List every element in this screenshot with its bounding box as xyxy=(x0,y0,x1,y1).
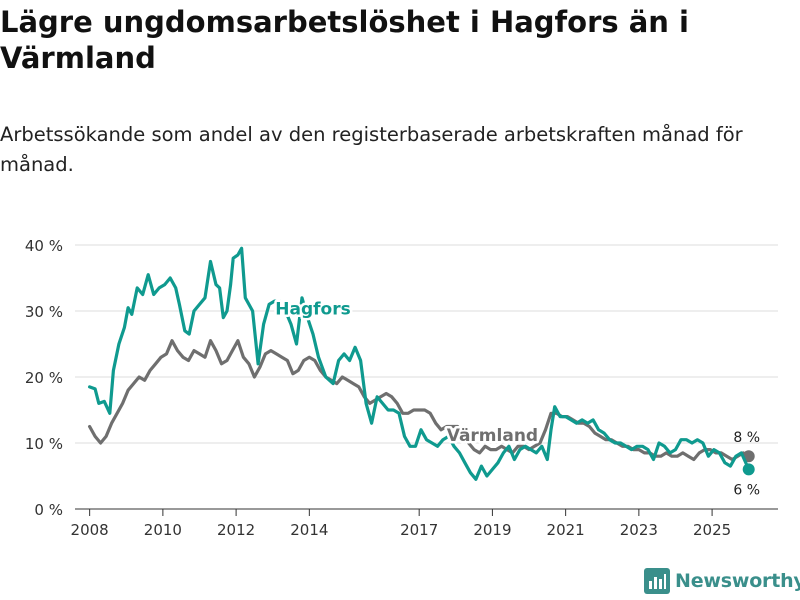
series-label-varmland: Värmland xyxy=(447,426,538,446)
y-tick-label: 10 % xyxy=(25,435,63,453)
series-label-hagfors: Hagfors xyxy=(275,299,350,319)
y-tick-label: 40 % xyxy=(25,237,63,255)
y-tick-label: 30 % xyxy=(25,303,63,321)
x-tick-label: 2021 xyxy=(547,521,585,539)
x-tick-label: 2017 xyxy=(400,521,438,539)
x-tick-label: 2019 xyxy=(473,521,511,539)
y-axis-tick-labels: 0 % 10 % 20 % 30 % 40 % xyxy=(25,237,63,519)
x-tick-label: 2023 xyxy=(620,521,658,539)
series-lines xyxy=(88,246,755,481)
x-tick-label: 2012 xyxy=(217,521,255,539)
series-label-hagfors-halo: Hagfors xyxy=(275,299,350,319)
brand-name: Newsworthy xyxy=(675,570,800,592)
line-chart: 0 % 10 % 20 % 30 % 40 % 2008 2010 2012 2014 2017… xyxy=(25,237,778,539)
x-tick-label: 2008 xyxy=(71,521,109,539)
gridlines xyxy=(75,244,778,444)
newsworthy-logo: Newsworthy xyxy=(644,568,800,594)
end-value-label-varmland: 8 % xyxy=(733,430,760,446)
y-tick-label: 0 % xyxy=(34,501,63,519)
x-tick-label: 2010 xyxy=(144,521,182,539)
x-tick-label: 2014 xyxy=(290,521,328,539)
x-axis: 2008 2010 2012 2014 2017 2019 2021 2023 2025 xyxy=(71,508,778,539)
y-tick-label: 20 % xyxy=(25,369,63,387)
series-label-varmland-halo: Värmland xyxy=(447,426,538,446)
series-line-varmland xyxy=(88,339,751,462)
series-end-point xyxy=(742,463,755,476)
series-line-hagfors xyxy=(88,246,751,481)
bar-chart-logo-icon xyxy=(644,568,670,594)
end-value-label-hagfors: 6 % xyxy=(733,482,760,498)
x-tick-label: 2025 xyxy=(693,521,731,539)
chart-subtitle: Arbetssökande som andel av den registerb… xyxy=(0,123,743,176)
page-title: Lägre ungdomsarbetslöshet i Hagfors än i… xyxy=(0,5,689,75)
